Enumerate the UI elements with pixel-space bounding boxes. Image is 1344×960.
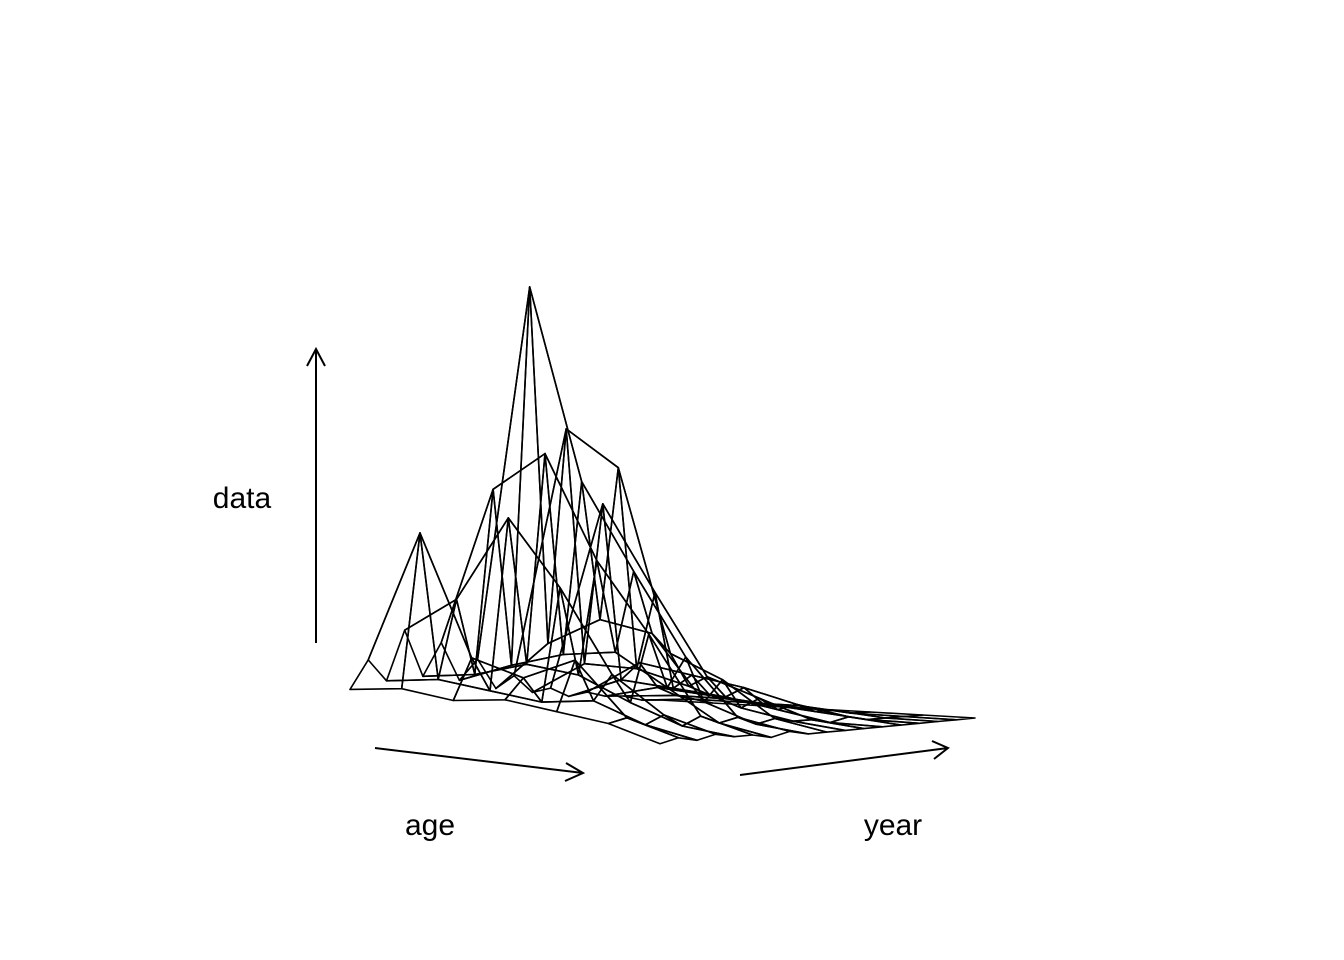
surface-facet: [349, 532, 421, 691]
z-axis-label: data: [213, 482, 272, 515]
surface-facet: [403, 598, 476, 678]
x-axis-arrow: [374, 747, 586, 782]
z-axis-arrow: [306, 346, 326, 643]
y-axis-label: year: [864, 809, 922, 842]
surface-facet: [458, 286, 531, 682]
surface-facet: [367, 532, 440, 682]
x-axis-label: age: [405, 809, 455, 842]
surface-facet: [528, 286, 601, 645]
surface-mesh: [349, 286, 976, 745]
surface-facet: [455, 517, 528, 676]
surface-facet: [489, 517, 561, 703]
surface-facet: [385, 598, 458, 682]
y-axis-arrow: [739, 740, 950, 776]
surface-facet: [495, 428, 568, 690]
surface-facet: [555, 659, 628, 725]
surface-facet: [422, 488, 494, 678]
